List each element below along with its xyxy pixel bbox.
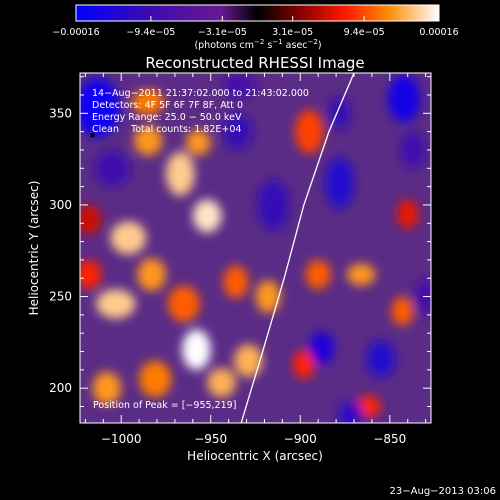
intensity-blob-15 (182, 329, 211, 370)
intensity-blob-5 (110, 221, 147, 255)
colorbar-tick-label-3: 3.1e−05 (272, 27, 313, 38)
x-axis-label: Heliocentric X (arcsec) (187, 449, 323, 463)
intensity-blob-24 (305, 259, 331, 290)
intensity-blob-25 (293, 349, 315, 380)
intensity-blob-16 (207, 368, 236, 398)
y-tick-label-1: 250 (49, 290, 72, 304)
x-tick-label-3: −850 (373, 432, 406, 446)
intensity-blob-36 (400, 131, 426, 169)
intensity-blob-19 (255, 280, 281, 314)
intensity-blob-32 (328, 96, 351, 130)
colorbar: −0.00016 −9.4e−05 −3.1e−05 3.1e−05 9.4e−05 0.… (52, 4, 459, 51)
peak-position-label: Position of Peak = [−955,219] (93, 400, 236, 411)
intensity-blob-1 (94, 149, 131, 187)
intensity-blob-23 (294, 109, 324, 154)
intensity-blob-4 (80, 204, 102, 235)
intensity-blob-37 (414, 278, 431, 315)
marker-square (90, 133, 95, 138)
intensity-blob-17 (223, 265, 249, 299)
intensity-blob-21 (257, 179, 290, 231)
intensity-blob-35 (337, 401, 363, 423)
intensity-blob-0 (80, 78, 120, 138)
annotation-line-1: 14−Aug−2011 21:37:02.000 to 21:43:02.000 (92, 88, 309, 99)
intensity-blob-3 (133, 126, 163, 156)
plot-frame (79, 72, 432, 424)
x-tick-label-2: −900 (284, 432, 317, 446)
intensity-blob-10 (92, 371, 122, 405)
intensity-blob-31 (325, 157, 354, 209)
intensity-blob-2 (131, 89, 165, 116)
intensity-blob-28 (391, 296, 414, 326)
colorbar-tick-label-5: 0.00016 (419, 27, 458, 38)
intensity-blob-11 (139, 360, 172, 398)
x-tick-label-1: −950 (194, 432, 227, 446)
annotation-line-2: Detectors: 4F 5F 6F 7F 8F, Att 0 (92, 100, 243, 111)
colorbar-tick-label-0: −0.00016 (52, 27, 99, 38)
y-axis: 200 250 300 350 (49, 76, 431, 408)
intensity-blob-14 (192, 199, 222, 233)
intensity-blob-8 (137, 258, 166, 292)
footer-date: 23−Aug−2013 03:06 (390, 486, 496, 497)
intensity-blob-29 (396, 199, 419, 229)
chart-title: Reconstructed RHESSI Image (145, 54, 364, 72)
annotation-block: 14−Aug−2011 21:37:02.000 to 21:43:02.000… (92, 88, 309, 135)
intensity-blob-30 (388, 74, 421, 123)
intensity-blob-7 (80, 259, 102, 290)
plot-area (80, 73, 431, 423)
intensity-blobs (80, 73, 431, 423)
x-tick-label-0: −1000 (101, 432, 142, 446)
colorbar-units: (photons cm−2 s−1 asec−2) (194, 38, 321, 51)
annotation-line-3: Energy Range: 25.0 − 50.0 keV (92, 112, 242, 123)
colorbar-strip (75, 4, 440, 22)
intensity-blob-26 (346, 263, 376, 286)
intensity-blob-13 (185, 129, 211, 156)
colorbar-tick-label-2: −3.1e−05 (198, 27, 247, 38)
solar-limb-curve (240, 73, 355, 423)
intensity-blob-12 (165, 151, 195, 196)
intensity-blob-9 (167, 285, 200, 323)
y-tick-label-0: 200 (49, 381, 72, 395)
y-tick-label-2: 300 (49, 198, 72, 212)
colorbar-ticks: −0.00016 −9.4e−05 −3.1e−05 3.1e−05 9.4e−05 0.… (52, 16, 459, 38)
colorbar-tick-label-1: −9.4e−05 (126, 27, 175, 38)
y-tick-label-3: 350 (49, 106, 72, 120)
colorbar-tick-label-4: 9.4e−05 (344, 27, 385, 38)
y-axis-label: Heliocentric Y (arcsec) (27, 181, 41, 316)
intensity-blob-18 (234, 344, 263, 378)
intensity-blob-33 (309, 331, 335, 365)
x-axis: −1000 −950 −900 −850 (84, 73, 427, 446)
intensity-blob-20 (223, 113, 252, 150)
intensity-blob-34 (366, 340, 396, 378)
intensity-blob-6 (96, 289, 136, 319)
annotation-line-4: Clean Total counts: 1.82E+04 (92, 124, 241, 135)
intensity-blob-22 (223, 73, 256, 99)
